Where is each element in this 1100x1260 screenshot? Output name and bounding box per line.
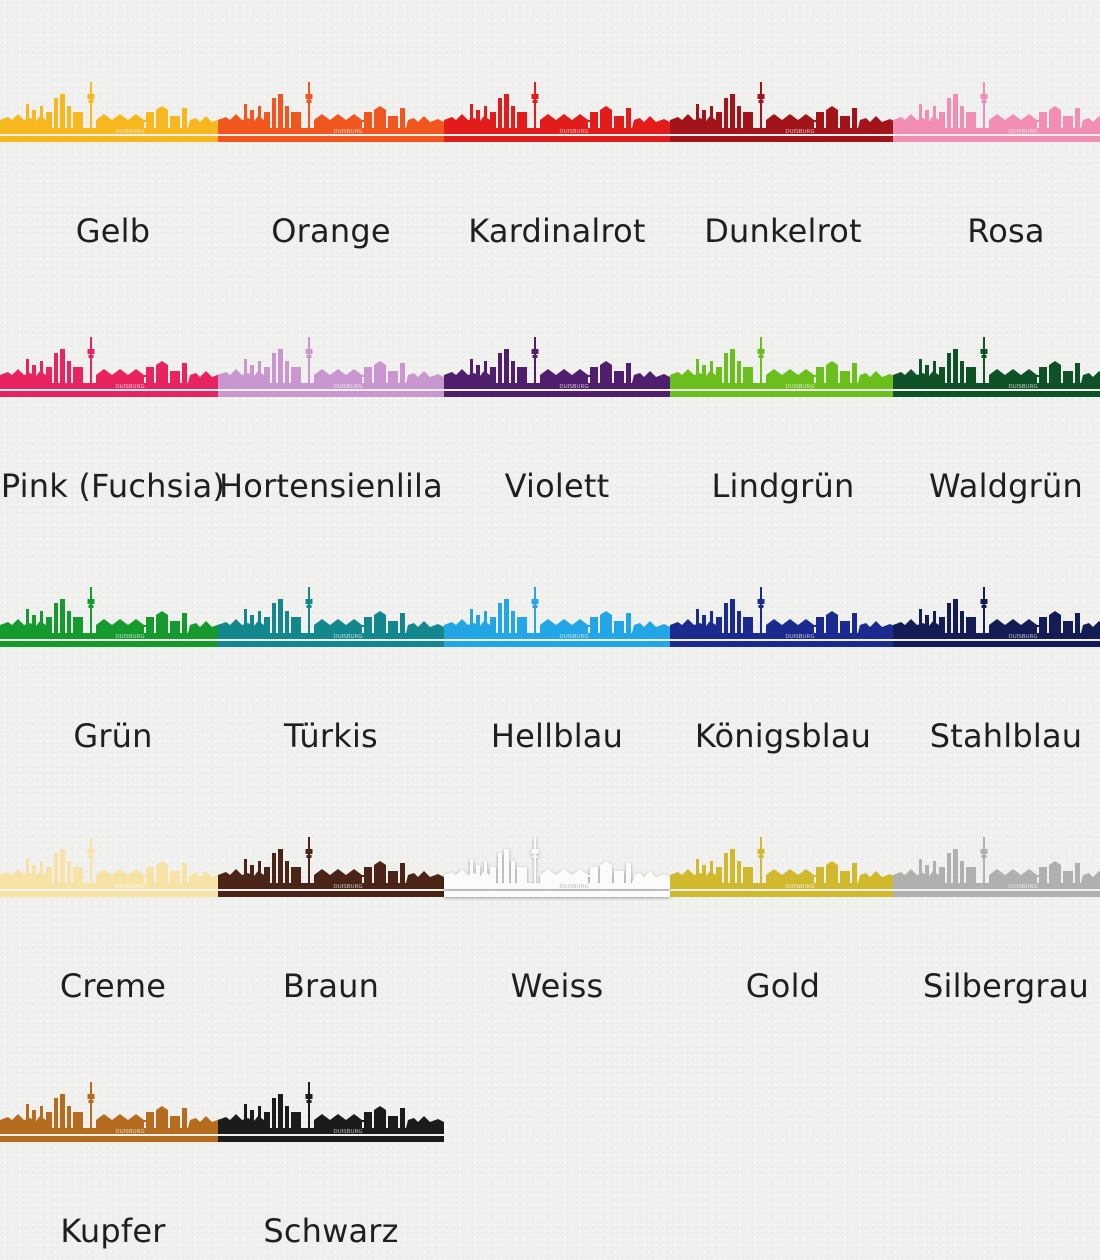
color-label: Schwarz [263, 1212, 399, 1250]
color-label: Pink (Fuchsia) [0, 467, 226, 505]
color-label: Rosa [967, 212, 1045, 250]
skyline-city-text: DUISBURG [333, 884, 362, 890]
color-label: Gold [745, 967, 821, 1005]
color-swatch[interactable]: DUISBURG Dunkelrot [670, 0, 896, 260]
duisburg-skyline-icon: DUISBURG [444, 337, 670, 397]
color-swatch[interactable]: DUISBURG Lindgrün [670, 255, 896, 515]
duisburg-skyline-icon: DUISBURG [893, 82, 1100, 142]
color-swatch[interactable]: DUISBURG Kupfer [0, 1000, 226, 1260]
color-label: Kupfer [60, 1212, 166, 1250]
skyline-city-text: DUISBURG [115, 884, 144, 890]
color-label: Königsblau [694, 717, 872, 755]
color-label: Waldgrün [928, 467, 1084, 505]
color-label: Hellblau [490, 717, 624, 755]
color-swatch[interactable]: DUISBURG Schwarz [218, 1000, 444, 1260]
color-label: Violett [504, 467, 610, 505]
color-swatch[interactable]: DUISBURG Creme [0, 755, 226, 1015]
duisburg-skyline-icon: DUISBURG [0, 837, 226, 897]
color-swatch[interactable]: DUISBURG Türkis [218, 505, 444, 765]
color-label: Orange [271, 212, 391, 250]
duisburg-skyline-icon: DUISBURG [893, 587, 1100, 647]
duisburg-skyline-icon: DUISBURG [444, 837, 670, 897]
color-label: Braun [282, 967, 380, 1005]
duisburg-skyline-icon: DUISBURG [0, 1082, 226, 1142]
skyline-city-text: DUISBURG [1008, 384, 1037, 390]
color-swatch[interactable]: DUISBURG Kardinalrot [444, 0, 670, 260]
skyline-city-text: DUISBURG [559, 384, 588, 390]
duisburg-skyline-icon: DUISBURG [218, 587, 444, 647]
color-swatch[interactable]: DUISBURG Rosa [893, 0, 1100, 260]
duisburg-skyline-icon: DUISBURG [0, 337, 226, 397]
skyline-city-text: DUISBURG [559, 884, 588, 890]
skyline-city-text: DUISBURG [1008, 129, 1037, 135]
color-label: Weiss [510, 967, 604, 1005]
duisburg-skyline-icon: DUISBURG [893, 837, 1100, 897]
color-label: Türkis [284, 717, 378, 755]
duisburg-skyline-icon: DUISBURG [218, 1082, 444, 1142]
skyline-city-text: DUISBURG [559, 634, 588, 640]
color-swatch[interactable]: DUISBURG Gelb [0, 0, 226, 260]
color-label: Hortensienlila [219, 467, 443, 505]
duisburg-skyline-icon: DUISBURG [444, 587, 670, 647]
duisburg-skyline-icon: DUISBURG [670, 82, 896, 142]
duisburg-skyline-icon: DUISBURG [670, 587, 896, 647]
skyline-city-text: DUISBURG [785, 634, 814, 640]
color-swatch[interactable]: DUISBURG Pink (Fuchsia) [0, 255, 226, 515]
skyline-city-text: DUISBURG [1008, 884, 1037, 890]
skyline-city-text: DUISBURG [333, 384, 362, 390]
duisburg-skyline-icon: DUISBURG [218, 82, 444, 142]
color-swatch[interactable]: DUISBURG Violett [444, 255, 670, 515]
skyline-city-text: DUISBURG [333, 129, 362, 135]
color-swatch[interactable]: DUISBURG Hortensienlila [218, 255, 444, 515]
color-label: Silbergrau [922, 967, 1090, 1005]
color-swatch[interactable]: DUISBURG Braun [218, 755, 444, 1015]
skyline-city-text: DUISBURG [785, 884, 814, 890]
color-swatch[interactable]: DUISBURG Königsblau [670, 505, 896, 765]
color-label: Kardinalrot [468, 212, 646, 250]
color-swatch[interactable]: DUISBURG Orange [218, 0, 444, 260]
skyline-city-text: DUISBURG [559, 129, 588, 135]
skyline-city-text: DUISBURG [115, 634, 144, 640]
skyline-city-text: DUISBURG [785, 384, 814, 390]
duisburg-skyline-icon: DUISBURG [218, 337, 444, 397]
skyline-city-text: DUISBURG [333, 634, 362, 640]
skyline-city-text: DUISBURG [333, 1129, 362, 1135]
skyline-city-text: DUISBURG [115, 384, 144, 390]
skyline-city-text: DUISBURG [115, 129, 144, 135]
skyline-city-text: DUISBURG [115, 1129, 144, 1135]
duisburg-skyline-icon: DUISBURG [0, 587, 226, 647]
color-swatch[interactable]: DUISBURG Waldgrün [893, 255, 1100, 515]
color-swatch[interactable]: DUISBURG Grün [0, 505, 226, 765]
color-swatch[interactable]: DUISBURG Stahlblau [893, 505, 1100, 765]
color-label: Creme [59, 967, 167, 1005]
color-swatch[interactable]: DUISBURG Silbergrau [893, 755, 1100, 1015]
duisburg-skyline-icon: DUISBURG [670, 337, 896, 397]
color-swatch[interactable]: DUISBURG Weiss [444, 755, 670, 1015]
color-swatch[interactable]: DUISBURG Gold [670, 755, 896, 1015]
skyline-city-text: DUISBURG [1008, 634, 1037, 640]
color-label: Stahlblau [929, 717, 1083, 755]
duisburg-skyline-icon: DUISBURG [444, 82, 670, 142]
color-label: Gelb [75, 212, 151, 250]
color-label: Grün [73, 717, 153, 755]
color-label: Lindgrün [711, 467, 855, 505]
duisburg-skyline-icon: DUISBURG [218, 837, 444, 897]
skyline-city-text: DUISBURG [785, 129, 814, 135]
duisburg-skyline-icon: DUISBURG [0, 82, 226, 142]
duisburg-skyline-icon: DUISBURG [670, 837, 896, 897]
color-swatch[interactable]: DUISBURG Hellblau [444, 505, 670, 765]
duisburg-skyline-icon: DUISBURG [893, 337, 1100, 397]
color-label: Dunkelrot [704, 212, 862, 250]
